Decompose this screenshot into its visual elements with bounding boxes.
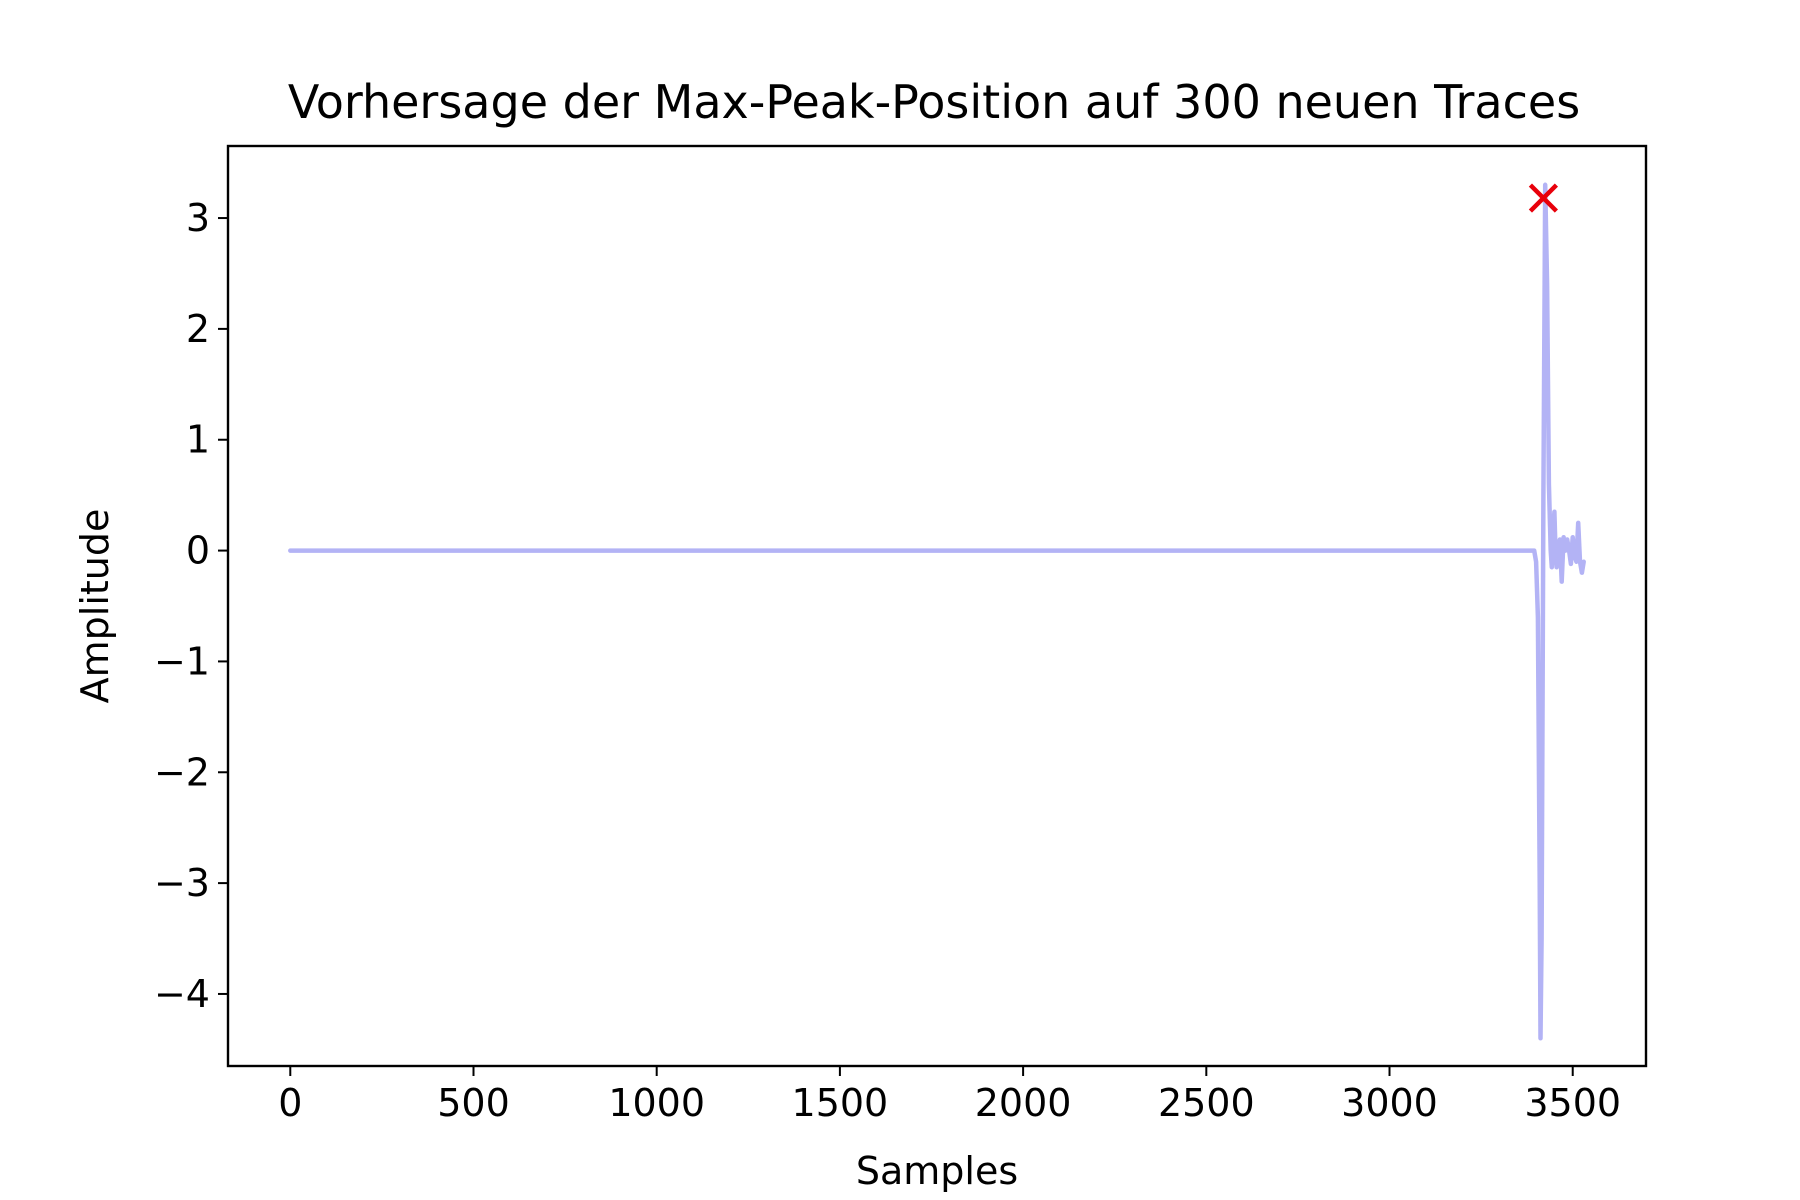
plot-frame	[226, 144, 1648, 1068]
y-tick-label: 1	[186, 418, 210, 462]
x-tick-label: 1000	[608, 1081, 705, 1125]
y-tick-label: 0	[186, 529, 210, 573]
chart-title: Vorhersage der Max-Peak-Position auf 300…	[288, 75, 1580, 129]
x-axis-label: Samples	[856, 1149, 1018, 1193]
y-tick-label: 2	[186, 307, 210, 351]
x-tick-label: 2000	[975, 1081, 1072, 1125]
y-axis: 3 2 1 0 −1 −2 −3 −4	[154, 196, 228, 1016]
plot-area	[288, 182, 1586, 1041]
x-tick-label: 3000	[1341, 1081, 1438, 1125]
y-tick-label: −4	[154, 972, 210, 1016]
y-tick-label: −2	[154, 750, 210, 794]
x-tick-label: 3500	[1524, 1081, 1621, 1125]
y-tick-label: −3	[154, 861, 210, 905]
y-tick-label: −1	[154, 639, 210, 683]
x-tick-label: 1500	[792, 1081, 889, 1125]
x-tick-label: 500	[437, 1081, 510, 1125]
x-tick-label: 2500	[1158, 1081, 1255, 1125]
x-axis: 0 500 1000 1500 2000 2500 3000 3500	[278, 1066, 1621, 1125]
x-tick-label: 0	[278, 1081, 302, 1125]
series-line-0	[288, 182, 1586, 1041]
max-peak-marker	[1528, 183, 1558, 213]
y-tick-label: 3	[186, 196, 210, 240]
y-axis-label: Amplitude	[73, 509, 117, 704]
